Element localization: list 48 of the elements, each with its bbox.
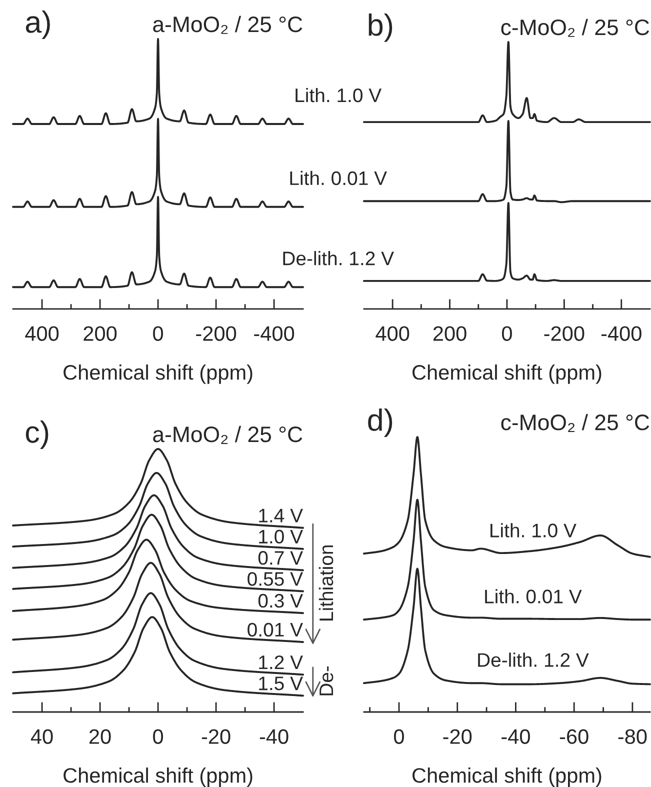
text: c) (26, 420, 48, 449)
chart-title: a-MoO₂ / 25 °C (153, 426, 302, 444)
x-tick-label: -60 (560, 729, 588, 744)
x-axis-title: Chemical shift (ppm) (64, 364, 252, 384)
series-label: 1.4 V (259, 508, 303, 522)
series-label: Lith. 0.01 V (290, 170, 387, 186)
text: Lithiation (318, 545, 334, 620)
x-tick-label: 20 (89, 729, 111, 744)
x-tick-label: 200 (84, 326, 117, 341)
series-label: 0.3 V (258, 594, 303, 608)
x-tick-label: 400 (25, 326, 59, 341)
x-tick-label: 200 (433, 326, 466, 341)
chart-title: a-MoO₂ / 25 °C (153, 16, 302, 34)
text: a) (26, 10, 50, 39)
x-tick-label: -200 (544, 326, 584, 341)
x-tick-label: -400 (601, 326, 642, 341)
x-axis-title: Chemical shift (ppm) (412, 768, 602, 787)
series-label: 1.2 V (259, 655, 303, 670)
series-label: 1.5 V (259, 676, 303, 690)
chart-title: c-MoO₂ / 25 °C (501, 18, 650, 37)
text: De- (320, 666, 334, 696)
chart-title: c-MoO₂ / 25 °C (501, 414, 650, 432)
series-label: 0.01 V (248, 622, 303, 637)
series-label: 0.55 V (248, 572, 303, 586)
x-tick-label: 0 (153, 326, 164, 341)
x-tick-label: -20 (202, 729, 230, 744)
series-label: De-lith. 1.2 V (478, 652, 589, 667)
x-tick-label: -400 (254, 326, 294, 341)
x-tick-label: 0 (394, 729, 404, 744)
series-label: 0.7 V (258, 551, 303, 565)
x-axis-title: Chemical shift (ppm) (412, 364, 602, 384)
x-tick-label: 0 (153, 729, 164, 744)
x-tick-label: 400 (376, 326, 410, 341)
x-tick-label: -20 (443, 729, 472, 744)
series-label: 1.0 V (259, 530, 303, 544)
x-tick-label: -40 (260, 729, 288, 744)
x-tick-label: -40 (502, 729, 530, 744)
series-label: Lith. 1.0 V (490, 523, 576, 538)
text: b) (368, 13, 392, 42)
x-tick-label: -80 (618, 729, 647, 744)
x-axis-title: Chemical shift (ppm) (64, 768, 252, 787)
series-label: De-lith. 1.2 V (283, 251, 394, 266)
x-tick-label: 0 (502, 326, 512, 341)
series-label: Lith. 0.01 V (485, 589, 582, 604)
series-label: Lith. 1.0 V (296, 88, 382, 102)
x-tick-label: -200 (196, 326, 236, 341)
x-tick-label: 40 (30, 729, 53, 744)
annotation: d) (368, 408, 392, 438)
